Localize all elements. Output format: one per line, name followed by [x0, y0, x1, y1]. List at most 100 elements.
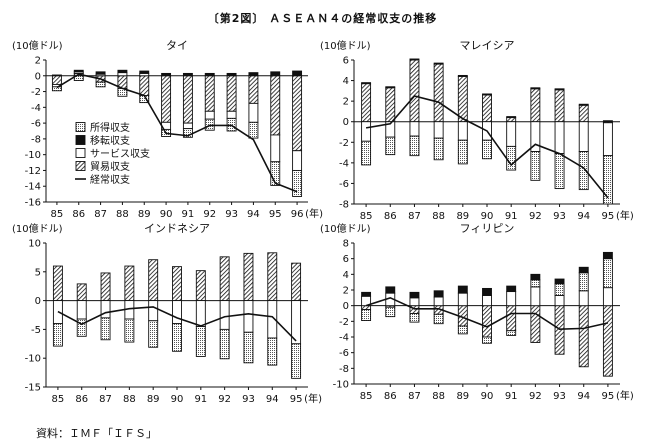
y-tick-label: -2	[339, 317, 349, 328]
legend-swatch	[75, 135, 86, 145]
y-axis-unit: (10億ドル)	[320, 222, 371, 235]
bar-segment	[291, 343, 302, 379]
bar-segment	[243, 300, 254, 333]
bar-segment	[578, 103, 589, 106]
bar-segment	[292, 70, 303, 77]
y-tick-label: -4	[31, 103, 41, 114]
y-tick-label: -16	[25, 198, 41, 209]
bar-segment	[204, 72, 215, 77]
bar-segment	[219, 256, 230, 302]
bar-segment	[248, 102, 259, 123]
y-tick-label: 6	[343, 56, 349, 67]
bar-segment	[433, 296, 444, 307]
bar-segment	[385, 306, 396, 318]
y-tick-label: -8	[31, 134, 41, 145]
bar-segment	[433, 137, 444, 161]
bar-segment	[482, 139, 492, 160]
bar-segment	[409, 135, 420, 157]
chart-panel: 10 5 0 -5 -10 -15 85 86 87 88 89 90 91 92 93 94 95 (年) インド…	[12, 222, 322, 405]
current-account-line	[56, 73, 298, 193]
x-tick-label: 88	[116, 209, 129, 220]
bar-segment	[602, 155, 613, 205]
x-tick-label: 89	[147, 394, 160, 405]
figure-title: 〔第2図〕 ＡＳＥＡＮ４の経常収支の推移	[207, 12, 438, 25]
y-tick-label: -2	[31, 87, 41, 98]
y-tick-label: -10	[25, 354, 41, 365]
bar-segment	[554, 88, 565, 91]
y-tick-label: -2	[339, 138, 349, 149]
chart-panel: 2 0 -2 -4 -6 -8 -10 -12 -14 -16 85 86 87 88 89 90 91 92 93…	[12, 39, 323, 220]
bar-segment	[554, 278, 565, 285]
x-tick-label: 88	[432, 391, 445, 402]
bar-segment	[385, 86, 396, 89]
x-tick-label: 85	[360, 391, 373, 402]
x-tick-label: 95	[602, 391, 615, 402]
y-tick-label: 2	[35, 56, 41, 67]
x-tick-label: 87	[408, 391, 421, 402]
bar-segment	[172, 266, 182, 302]
y-tick-label: 0	[35, 296, 41, 307]
bar-segment	[100, 317, 111, 341]
current-account-line	[57, 306, 297, 342]
y-axis-unit: (10億ドル)	[12, 39, 63, 52]
y-tick-label: 0	[343, 301, 349, 312]
bar-segment	[578, 266, 589, 274]
bar-segment	[457, 292, 468, 307]
y-tick-label: 4	[343, 270, 349, 281]
panel-title: タイ	[166, 39, 188, 52]
x-tick-label: 95	[269, 209, 282, 220]
bar-segment	[602, 258, 613, 289]
y-tick-label: -14	[25, 182, 41, 193]
x-tick-label: 87	[408, 211, 421, 222]
bar-segment	[51, 75, 62, 85]
bar-segment	[219, 300, 230, 330]
y-tick-label: -6	[339, 179, 349, 190]
bar-segment	[361, 82, 372, 85]
bar-segment	[385, 87, 396, 123]
x-tick-label: 96	[291, 209, 304, 220]
bar-segment	[124, 318, 135, 343]
bar-segment	[506, 305, 517, 332]
x-tick-label: 91	[182, 209, 195, 220]
bar-segment	[554, 283, 565, 296]
bar-segment	[482, 336, 492, 344]
x-tick-label: 91	[505, 211, 518, 222]
bar-segment	[182, 72, 193, 77]
bar-segment	[73, 69, 84, 73]
bar-segment	[195, 270, 206, 302]
y-tick-label: -10	[333, 380, 349, 391]
x-unit-label: (年)	[305, 207, 323, 220]
bar-segment	[76, 318, 87, 337]
bar-segment	[248, 72, 259, 77]
bar-segment	[530, 88, 541, 123]
bar-segment	[76, 283, 87, 302]
x-tick-label: 86	[72, 209, 85, 220]
source-note: 資料：ＩＭＦ「ＩＦＳ」	[36, 427, 157, 440]
y-axis-unit: (10億ドル)	[320, 39, 371, 52]
x-tick-label: 93	[225, 209, 238, 220]
x-unit-label: (年)	[616, 209, 634, 222]
bar-segment	[117, 72, 128, 77]
x-tick-label: 95	[290, 394, 303, 405]
bar-segment	[578, 121, 589, 152]
bar-segment	[292, 150, 303, 171]
y-tick-label: -6	[339, 348, 349, 359]
bar-segment	[182, 75, 193, 124]
bar-segment	[602, 120, 613, 123]
y-tick-label: 6	[343, 254, 349, 265]
bar-segment	[361, 291, 372, 297]
y-tick-label: 10	[28, 239, 41, 250]
bar-segment	[95, 71, 106, 75]
bar-segment	[361, 121, 372, 142]
x-tick-label: 91	[194, 394, 207, 405]
y-tick-label: 2	[343, 286, 349, 297]
x-tick-label: 85	[51, 209, 64, 220]
bar-segment	[292, 169, 303, 197]
bar-segment	[219, 328, 230, 360]
bar-segment	[248, 75, 259, 104]
bar-segment	[554, 89, 565, 123]
legend-label: 所得収支	[90, 122, 130, 134]
legend-label: サービス収支	[90, 148, 150, 160]
bar-segment	[433, 121, 444, 139]
